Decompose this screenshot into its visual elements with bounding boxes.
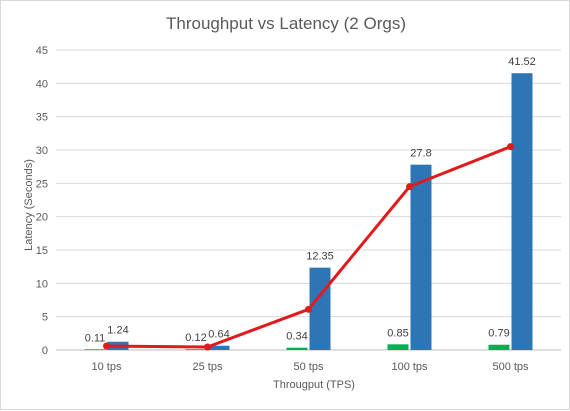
y-tick-label: 25 bbox=[36, 178, 48, 190]
line-point bbox=[103, 342, 110, 350]
y-tick-label: 35 bbox=[36, 112, 48, 124]
data-label: 0.12 bbox=[185, 332, 206, 344]
x-tick-label: 50 tps bbox=[294, 361, 324, 373]
bar bbox=[185, 349, 207, 350]
y-axis-title: Latency (Seconds) bbox=[23, 159, 35, 251]
y-tick-label: 40 bbox=[36, 78, 48, 90]
bar bbox=[286, 347, 308, 350]
data-label: 27.8 bbox=[410, 148, 431, 160]
line-series bbox=[103, 143, 514, 351]
line-point bbox=[305, 305, 312, 313]
y-tick-label: 5 bbox=[42, 312, 48, 324]
bar bbox=[488, 344, 510, 350]
line-point bbox=[204, 343, 211, 351]
bar bbox=[309, 267, 331, 350]
x-tick-labels: 10 tps 25 tps 50 tps 100 tps 500 tps bbox=[92, 361, 530, 373]
y-tick-label: 20 bbox=[36, 212, 48, 224]
y-tick-label: 15 bbox=[36, 245, 48, 257]
grid-lines bbox=[56, 49, 561, 351]
x-tick-label: 10 tps bbox=[92, 361, 122, 373]
y-tick-labels: 0 5 10 15 20 25 30 35 40 45 bbox=[36, 45, 48, 357]
data-label: 0.11 bbox=[85, 332, 106, 344]
data-label: 0.79 bbox=[488, 328, 509, 340]
bar bbox=[410, 164, 432, 350]
y-tick-label: 30 bbox=[36, 145, 48, 157]
chart-title: Throughput vs Latency (2 Orgs) bbox=[166, 14, 406, 33]
data-label: 0.64 bbox=[208, 329, 229, 341]
data-label: 0.34 bbox=[286, 331, 307, 343]
bar bbox=[84, 349, 106, 350]
x-axis-title: Througput (TPS) bbox=[273, 379, 355, 391]
bar bbox=[511, 73, 533, 350]
y-tick-label: 10 bbox=[36, 278, 48, 290]
y-tick-label: 45 bbox=[36, 45, 48, 57]
data-label: 1.24 bbox=[107, 325, 128, 337]
x-tick-label: 25 tps bbox=[193, 361, 223, 373]
line-point bbox=[507, 143, 514, 151]
bar bbox=[208, 345, 230, 350]
y-tick-label: 0 bbox=[42, 345, 48, 357]
x-tick-label: 500 tps bbox=[492, 361, 529, 373]
data-label: 41.52 bbox=[508, 56, 536, 68]
line-point bbox=[406, 183, 413, 191]
x-tick-label: 100 tps bbox=[391, 361, 428, 373]
data-labels: 0.111.24 0.12 0.64 0.34 12.35 0.85 27.8 0.79 41.… bbox=[85, 56, 536, 344]
data-label: 0.85 bbox=[387, 327, 408, 339]
data-label: 12.35 bbox=[306, 251, 334, 263]
bar bbox=[387, 344, 409, 350]
